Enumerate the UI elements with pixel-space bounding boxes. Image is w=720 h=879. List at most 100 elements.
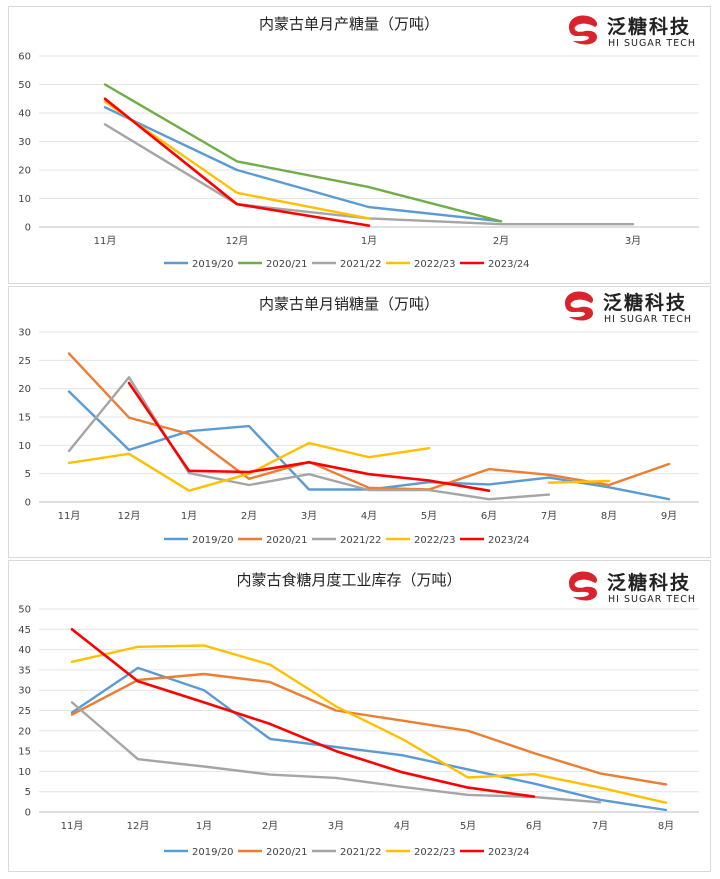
y-tick-label: 10 xyxy=(18,767,31,778)
brand-name-cn: 泛糖科技 xyxy=(607,15,691,38)
legend-item: 2020/21 xyxy=(238,847,308,858)
legend-label: 2019/20 xyxy=(192,535,234,546)
legend-item: 2019/20 xyxy=(164,259,234,270)
series-line-2023-24 xyxy=(70,628,536,798)
x-tick-label: 6月 xyxy=(526,820,542,832)
legend-label: 2020/21 xyxy=(266,259,308,270)
x-tick-label: 7月 xyxy=(541,510,557,522)
x-tick-label: 3月 xyxy=(328,820,344,832)
legend-item: 2023/24 xyxy=(460,535,530,546)
series-line-2022-23 xyxy=(67,441,611,492)
brand-name-en: HI SUGAR TECH xyxy=(608,594,696,605)
series-line-2021-22 xyxy=(70,701,602,804)
series-line-2023-24 xyxy=(127,381,491,492)
y-tick-label: 50 xyxy=(18,80,31,91)
series-line-2019-20 xyxy=(103,106,503,223)
x-tick-label: 1月 xyxy=(196,820,212,832)
legend-item: 2021/22 xyxy=(312,535,382,546)
production-chart-panel: 内蒙古单月产糖量（万吨） 泛糖科技 HI SUGAR TECH 0 10 20 30 40 50… xyxy=(8,6,711,284)
legend-item: 2019/20 xyxy=(164,535,234,546)
chart-title: 内蒙古单月产糖量（万吨） xyxy=(259,15,439,33)
legend-item: 2019/20 xyxy=(164,847,234,858)
legend-item: 2022/23 xyxy=(386,535,456,546)
series-line-2021-22 xyxy=(103,123,635,226)
y-tick-label: 30 xyxy=(18,137,31,148)
x-tick-label: 11月 xyxy=(94,235,117,247)
legend-label: 2022/23 xyxy=(414,535,456,546)
y-tick-label: 40 xyxy=(18,109,31,120)
y-tick-label: 0 xyxy=(25,808,31,819)
legend-item: 2022/23 xyxy=(386,259,456,270)
legend-label: 2021/22 xyxy=(340,259,382,270)
legend-label: 2019/20 xyxy=(192,259,234,270)
x-tick-label: 12月 xyxy=(127,820,150,832)
y-tick-label: 60 xyxy=(18,52,31,63)
legend-item: 2020/21 xyxy=(238,535,308,546)
y-tick-label: 45 xyxy=(18,625,31,636)
y-tick-label: 10 xyxy=(18,441,31,452)
inventory-chart-panel: 内蒙古食糖月度工业库存（万吨） 泛糖科技 HI SUGAR TECH 0 5 10 15 20… xyxy=(8,560,711,872)
legend: 2019/20 2020/21 2021/22 2022/23 2023/24 xyxy=(164,259,530,270)
legend-label: 2020/21 xyxy=(266,535,308,546)
x-tick-label: 12月 xyxy=(118,510,141,522)
y-tick-label: 40 xyxy=(18,645,31,656)
legend-label: 2019/20 xyxy=(192,847,234,858)
y-tick-label: 0 xyxy=(25,498,31,509)
y-tick-label: 35 xyxy=(18,665,31,676)
x-tick-label: 2月 xyxy=(262,820,278,832)
chart-title: 内蒙古单月销糖量（万吨） xyxy=(259,295,439,313)
legend-item: 2021/22 xyxy=(312,847,382,858)
series-line-2022-23 xyxy=(70,644,668,804)
legend-label: 2021/22 xyxy=(340,847,382,858)
legend: 2019/20 2020/21 2021/22 2022/23 2023/24 xyxy=(164,535,530,546)
legend: 2019/20 2020/21 2021/22 2022/23 2023/24 xyxy=(164,847,530,858)
gridlines xyxy=(39,331,699,503)
legend-item: 2021/22 xyxy=(312,259,382,270)
x-tick-label: 4月 xyxy=(394,820,410,832)
series-line-2022-23 xyxy=(103,100,371,220)
legend-label: 2020/21 xyxy=(266,847,308,858)
legend-label: 2022/23 xyxy=(414,847,456,858)
hi-sugar-logo-icon xyxy=(569,571,598,601)
x-tick-label: 11月 xyxy=(61,820,84,832)
y-tick-label: 5 xyxy=(25,469,31,480)
series-line-2021-22 xyxy=(67,376,551,501)
legend-label: 2022/23 xyxy=(414,259,456,270)
sales-chart-panel: 内蒙古单月销糖量（万吨） 泛糖科技 HI SUGAR TECH 0 5 10 15 20 25 3… xyxy=(8,286,711,558)
legend-label: 2023/24 xyxy=(488,535,530,546)
x-tick-label: 2月 xyxy=(493,235,509,247)
x-tick-label: 1月 xyxy=(361,235,377,247)
legend-item: 2022/23 xyxy=(386,847,456,858)
x-tick-label: 3月 xyxy=(625,235,641,247)
brand-name-cn: 泛糖科技 xyxy=(607,571,691,594)
brand-name-cn: 泛糖科技 xyxy=(603,291,687,314)
y-tick-label: 20 xyxy=(18,384,31,395)
x-tick-label: 6月 xyxy=(481,510,497,522)
x-tick-label: 8月 xyxy=(601,510,617,522)
x-tick-label: 2月 xyxy=(241,510,257,522)
x-tick-label: 4月 xyxy=(361,510,377,522)
y-tick-label: 15 xyxy=(18,747,31,758)
y-tick-label: 25 xyxy=(18,356,31,367)
x-tick-label: 11月 xyxy=(58,510,81,522)
x-tick-label: 1月 xyxy=(181,510,197,522)
hi-sugar-logo-icon xyxy=(569,15,598,45)
x-tick-label: 9月 xyxy=(661,510,677,522)
legend-label: 2023/24 xyxy=(488,259,530,270)
y-tick-label: 0 xyxy=(25,223,31,234)
x-tick-label: 5月 xyxy=(421,510,437,522)
y-tick-label: 10 xyxy=(18,194,31,205)
y-tick-label: 25 xyxy=(18,706,31,717)
x-tick-label: 12月 xyxy=(226,235,249,247)
x-tick-label: 7月 xyxy=(592,820,608,832)
x-tick-label: 5月 xyxy=(460,820,476,832)
y-tick-label: 30 xyxy=(18,328,31,339)
series-line-2020-21 xyxy=(70,672,668,786)
y-tick-label: 20 xyxy=(18,166,31,177)
series-line-2020-21 xyxy=(103,83,503,223)
chart-title: 内蒙古食糖月度工业库存（万吨） xyxy=(236,571,461,589)
legend-label: 2021/22 xyxy=(340,535,382,546)
